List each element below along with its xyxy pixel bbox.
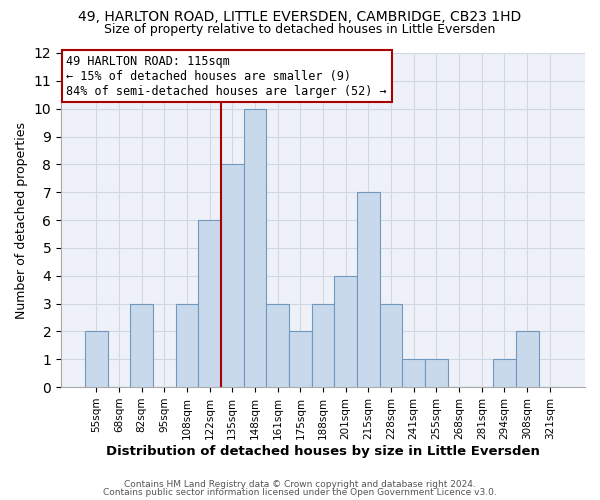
Bar (176, 304, 198, 387)
Text: Contains HM Land Registry data © Crown copyright and database right 2024.: Contains HM Land Registry data © Crown c… (124, 480, 476, 489)
Text: Contains public sector information licensed under the Open Government Licence v3: Contains public sector information licen… (103, 488, 497, 497)
Bar (198, 220, 221, 387)
Bar (380, 304, 403, 387)
Bar (516, 332, 539, 387)
Bar (425, 360, 448, 387)
Bar (244, 108, 266, 387)
Y-axis label: Number of detached properties: Number of detached properties (15, 122, 28, 318)
X-axis label: Distribution of detached houses by size in Little Eversden: Distribution of detached houses by size … (106, 444, 540, 458)
Text: 49, HARLTON ROAD, LITTLE EVERSDEN, CAMBRIDGE, CB23 1HD: 49, HARLTON ROAD, LITTLE EVERSDEN, CAMBR… (79, 10, 521, 24)
Bar (311, 304, 334, 387)
Bar (221, 164, 244, 387)
Bar (85, 332, 107, 387)
Bar (493, 360, 516, 387)
Bar (357, 192, 380, 387)
Bar (289, 332, 311, 387)
Bar (334, 276, 357, 387)
Bar (403, 360, 425, 387)
Bar (130, 304, 153, 387)
Bar (266, 304, 289, 387)
Text: 49 HARLTON ROAD: 115sqm
← 15% of detached houses are smaller (9)
84% of semi-det: 49 HARLTON ROAD: 115sqm ← 15% of detache… (66, 54, 387, 98)
Text: Size of property relative to detached houses in Little Eversden: Size of property relative to detached ho… (104, 22, 496, 36)
